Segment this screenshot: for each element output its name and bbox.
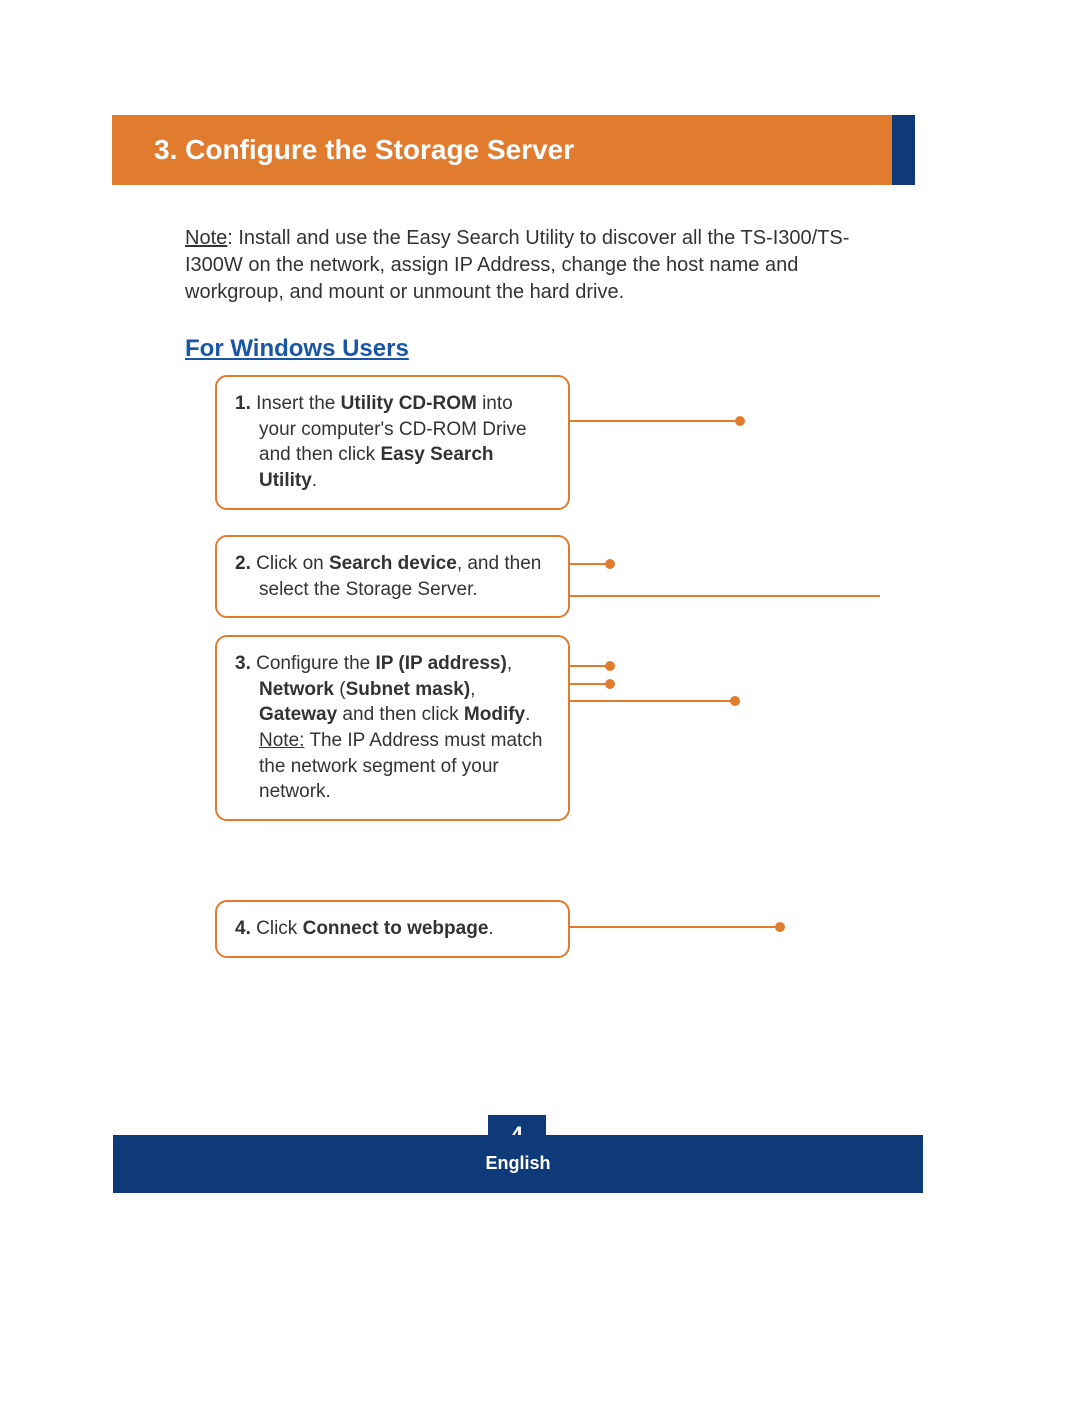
step-line: Gateway and then click Modify. <box>235 702 550 728</box>
connector-line <box>570 665 610 667</box>
step-number: 3. <box>235 653 251 674</box>
step-number: 1. <box>235 393 251 414</box>
step-text: Insert the <box>251 393 341 414</box>
step-text: Click on <box>251 553 329 574</box>
connector-line <box>570 595 880 597</box>
step-bold: Utility CD-ROM <box>341 393 477 414</box>
section-header-title: 3. Configure the Storage Server <box>154 134 574 166</box>
step-bold: Search device <box>329 553 457 574</box>
step-text: , <box>507 653 512 674</box>
step-line: Network (Subnet mask), <box>235 677 550 703</box>
connector-line <box>570 563 610 565</box>
step-text: Configure the <box>251 653 376 674</box>
step-line: network. <box>235 779 550 805</box>
step-text: . <box>488 918 493 939</box>
connector-line <box>570 420 740 422</box>
connector-line <box>570 926 780 928</box>
step-line: the network segment of your <box>235 754 550 780</box>
step-bold: IP (IP address) <box>376 653 507 674</box>
note-body: : Install and use the Easy Search Utilit… <box>185 227 849 303</box>
section-heading-windows: For Windows Users <box>185 335 409 363</box>
header-accent-block <box>892 115 915 185</box>
note-paragraph: Note: Install and use the Easy Search Ut… <box>185 225 865 306</box>
step-number: 4. <box>235 918 251 939</box>
footer-bar: English <box>113 1135 923 1193</box>
step-number: 2. <box>235 553 251 574</box>
step-box-4: 4. Click Connect to webpage. <box>215 900 570 958</box>
step-bold: Connect to webpage <box>303 918 489 939</box>
section-header-bar: 3. Configure the Storage Server <box>112 115 892 185</box>
step-text: , and then <box>457 553 542 574</box>
footer-language: English <box>113 1153 923 1174</box>
connector-line <box>570 700 735 702</box>
step-line: select the Storage Server. <box>235 577 550 603</box>
connector-line <box>570 683 610 685</box>
step-box-2: 2. Click on Search device, and then sele… <box>215 535 570 618</box>
step-line: and then click Easy Search Utility. <box>235 442 550 493</box>
step-box-1: 1. Insert the Utility CD-ROM into your c… <box>215 375 570 510</box>
note-label: Note <box>185 227 227 249</box>
step-text: into <box>477 393 513 414</box>
step-text: Click <box>251 918 303 939</box>
step-line: your computer's CD-ROM Drive <box>235 417 550 443</box>
step-line: Note: The IP Address must match <box>235 728 550 754</box>
step-box-3: 3. Configure the IP (IP address), Networ… <box>215 635 570 821</box>
